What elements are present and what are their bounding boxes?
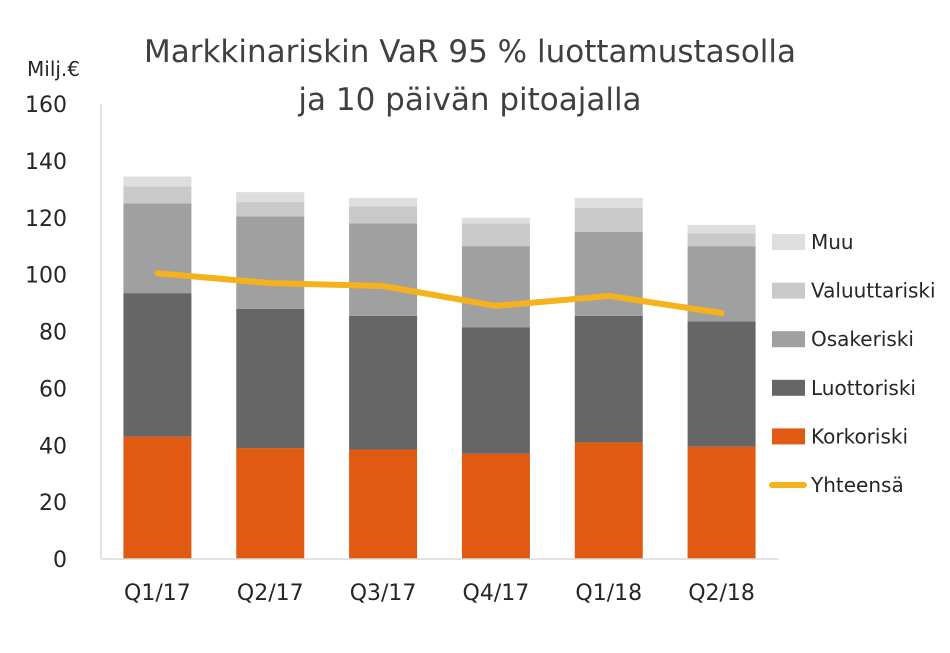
- bar-valuuttariski-q1-17: [123, 186, 192, 204]
- bar-muu-q2-17: [236, 192, 305, 203]
- y-tick-label-60: 60: [39, 377, 67, 402]
- x-tick-label-q3-17: Q3/17: [350, 581, 417, 606]
- y-tick-label-20: 20: [39, 491, 67, 516]
- y-tick-label-0: 0: [53, 548, 67, 573]
- legend: Muu Valuuttariski Osakeriski Luottoriski Kor…: [769, 230, 936, 497]
- line-point-q4-17: [494, 304, 498, 308]
- bar-osakeriski-q1-18: [574, 231, 643, 316]
- bar-korkoriski-q4-17: [461, 453, 530, 559]
- legend-label-muu: Muu: [811, 230, 854, 254]
- line-point-q2-18: [720, 311, 724, 315]
- bar-muu-q2-18: [687, 224, 756, 234]
- bar-korkoriski-q3-17: [349, 449, 418, 559]
- bar-luottoriski-q1-17: [123, 293, 192, 437]
- bar-muu-q3-17: [349, 197, 418, 207]
- bar-korkoriski-q1-17: [123, 436, 192, 559]
- legend-item-valuuttariski: Valuuttariski: [772, 279, 936, 303]
- bar-luottoriski-q4-17: [461, 327, 530, 454]
- x-tick-label-q2-18: Q2/18: [688, 581, 755, 606]
- bar-valuuttariski-q4-17: [461, 223, 530, 247]
- line-point-q1-18: [607, 294, 611, 298]
- bar-osakeriski-q4-17: [461, 246, 530, 328]
- legend-swatch-muu: [772, 234, 805, 250]
- bar-korkoriski-q2-17: [236, 448, 305, 559]
- legend-swatch-valuuttariski: [772, 282, 805, 299]
- x-tick-label-q4-17: Q4/17: [463, 581, 530, 606]
- x-tick-label-q1-18: Q1/18: [575, 581, 642, 606]
- bar-osakeriski-q3-17: [349, 223, 418, 316]
- y-tick-label-80: 80: [39, 321, 67, 346]
- bar-muu-q1-17: [123, 176, 192, 187]
- x-tick-label-q2-17: Q2/17: [237, 581, 304, 606]
- y-tick-label-40: 40: [39, 434, 67, 459]
- line-point-q2-17: [268, 281, 272, 285]
- legend-label-valuuttariski: Valuuttariski: [811, 279, 936, 303]
- bar-valuuttariski-q3-17: [349, 206, 418, 224]
- x-tick-label-q1-17: Q1/17: [124, 581, 191, 606]
- bar-muu-q4-17: [461, 217, 530, 224]
- legend-swatch-luottoriski: [772, 379, 805, 396]
- bar-valuuttariski-q1-18: [574, 207, 643, 232]
- x-axis-ticks: Q1/17 Q2/17 Q3/17 Q4/17 Q1/18 Q2/18: [124, 581, 755, 606]
- y-tick-label-120: 120: [25, 207, 67, 232]
- total-line-layer: [154, 270, 725, 317]
- legend-label-yhteens: Yhteensä: [810, 473, 904, 497]
- line-point-q3-17: [381, 284, 385, 288]
- bar-stacks: [123, 176, 756, 559]
- line-yhteens: [154, 270, 725, 317]
- line-point-q1-17: [155, 271, 159, 275]
- bar-valuuttariski-q2-18: [687, 233, 756, 247]
- legend-swatch-osakeriski: [772, 331, 805, 348]
- legend-item-osakeriski: Osakeriski: [772, 327, 914, 351]
- legend-label-luottoriski: Luottoriski: [811, 376, 916, 400]
- legend-item-yhteens: Yhteensä: [769, 473, 904, 497]
- bar-muu-q1-18: [574, 197, 643, 208]
- bar-valuuttariski-q2-17: [236, 202, 305, 217]
- bar-osakeriski-q1-17: [123, 203, 192, 294]
- legend-item-muu: Muu: [772, 230, 854, 254]
- y-tick-label-100: 100: [25, 264, 67, 289]
- chart-title: Markkinariskin VaR 95 % luottamustasolla: [144, 34, 796, 70]
- legend-label-osakeriski: Osakeriski: [811, 327, 914, 351]
- y-axis-ticks: 0 20 40 60 80 100 120 140 160: [25, 93, 67, 573]
- bar-luottoriski-q1-18: [574, 315, 643, 443]
- bar-osakeriski-q2-17: [236, 216, 305, 309]
- bar-korkoriski-q1-18: [574, 442, 643, 559]
- bar-luottoriski-q3-17: [349, 315, 418, 450]
- y-axis-unit-label: Milj.€: [27, 57, 80, 81]
- legend-item-luottoriski: Luottoriski: [772, 376, 916, 400]
- chart-subtitle: ja 10 päivän pitoajalla: [297, 82, 641, 118]
- legend-swatch-korkoriski: [772, 428, 805, 445]
- legend-item-korkoriski: Korkoriski: [772, 424, 908, 448]
- y-tick-label-160: 160: [25, 93, 67, 118]
- bar-luottoriski-q2-18: [687, 321, 756, 447]
- legend-label-korkoriski: Korkoriski: [811, 424, 908, 448]
- bar-luottoriski-q2-17: [236, 308, 305, 449]
- y-tick-label-140: 140: [25, 150, 67, 175]
- bar-korkoriski-q2-18: [687, 446, 756, 559]
